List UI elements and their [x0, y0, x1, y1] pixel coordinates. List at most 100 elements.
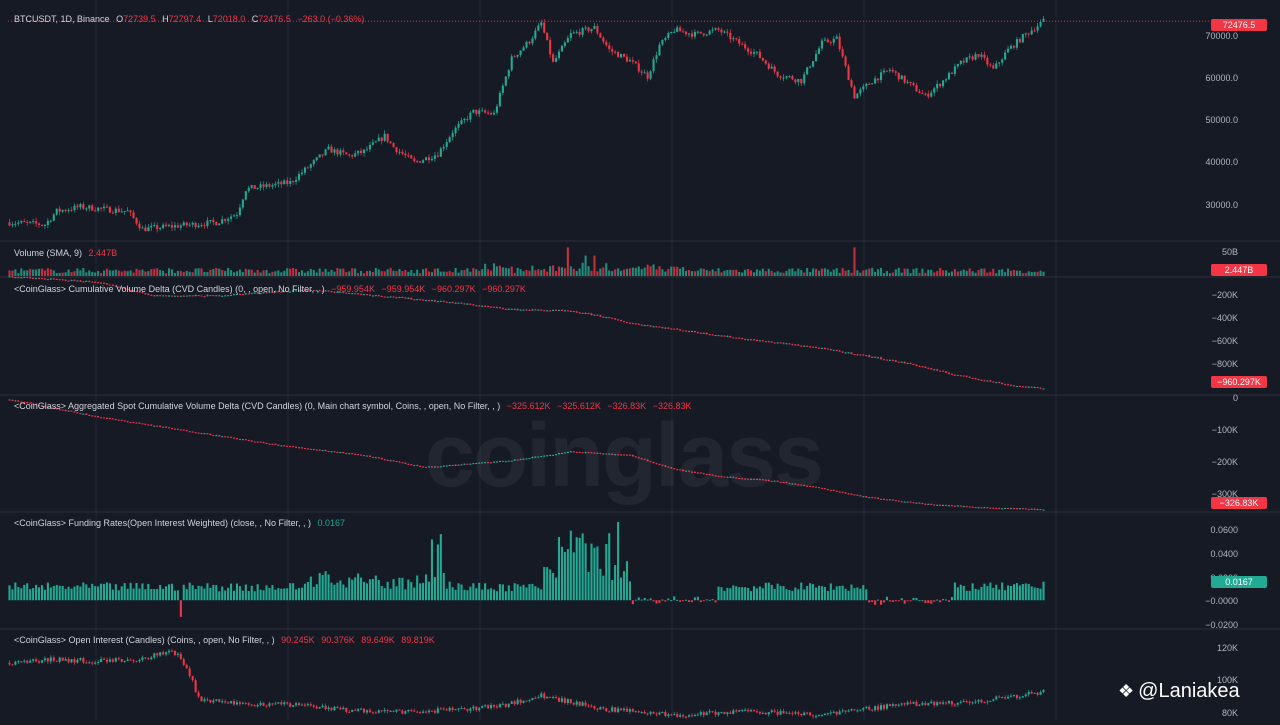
spot-cvd-candle [265, 442, 268, 444]
oi-pane-title: <CoinGlass> Open Interest (Candles) (Coi… [14, 635, 435, 645]
price-candle [265, 184, 268, 187]
spot-cvd-candle [998, 508, 1001, 510]
price-candle [522, 47, 525, 51]
spot-cvd-candle [442, 465, 445, 467]
oi-candle [17, 661, 20, 663]
cvd-candle [371, 295, 374, 297]
oi-candle [856, 710, 859, 712]
oi-candle [401, 710, 404, 714]
volume-bar [590, 270, 593, 276]
volume-bar [959, 270, 962, 276]
volume-bar [814, 268, 818, 276]
spot-cvd-candle [345, 453, 348, 455]
oi-candle [696, 714, 699, 716]
volume-bar [761, 268, 764, 276]
cvd-candle [747, 339, 750, 341]
spot-cvd-candle [37, 404, 41, 406]
price-candle [921, 93, 924, 95]
funding-bar [649, 598, 652, 601]
oi-candle [1015, 694, 1018, 699]
cvd-candle [197, 295, 200, 297]
oi-candle [560, 698, 563, 702]
oi-candle [14, 661, 17, 665]
funding-bar [398, 577, 401, 601]
cvd-candle [950, 373, 953, 375]
spot-cvd-candle [980, 507, 983, 509]
price-candle [165, 224, 168, 227]
cvd-candle [348, 292, 351, 294]
cvd-candle [744, 339, 747, 341]
oi-axis-label: 100K [1216, 675, 1238, 685]
spot-cvd-candle [690, 471, 693, 473]
cvd-candle [835, 349, 838, 351]
cvd-candle [1009, 384, 1013, 386]
cvd-candle [250, 293, 253, 295]
oi-candle [643, 711, 646, 714]
volume-bar [617, 268, 620, 276]
volume-bar [637, 266, 640, 276]
price-candle [55, 208, 58, 215]
cvd-candle [76, 280, 79, 282]
volume-bar [729, 269, 732, 276]
cvd-candle [425, 300, 428, 302]
spot-cvd-candle [891, 499, 894, 501]
oi-candle [153, 653, 156, 658]
funding-bar [826, 590, 829, 601]
volume-bar [726, 269, 729, 276]
volume-bar [67, 269, 70, 276]
cvd-candle [40, 278, 44, 280]
spot-cvd-candle [696, 472, 699, 474]
cvd-candle [330, 291, 333, 293]
cvd-candle [998, 382, 1001, 384]
funding-bar [767, 582, 770, 601]
cvd-candle [32, 277, 35, 279]
cvd-candle [466, 303, 469, 305]
cvd-candle [705, 332, 708, 335]
cvd-candle [268, 291, 271, 293]
volume-bar [897, 267, 900, 276]
price-candle [838, 36, 841, 50]
price-candle [188, 224, 191, 226]
oi-candle [162, 652, 165, 655]
price-candle [345, 152, 348, 155]
funding-bar [741, 587, 744, 601]
funding-bar [992, 587, 995, 601]
cvd-candle [891, 359, 894, 361]
ohlc-low-value: 72018.0 [212, 14, 246, 24]
price-candle [649, 71, 652, 79]
spot-cvd-candle [82, 413, 85, 415]
funding-bar [832, 589, 835, 601]
spot-cvd-candle [732, 476, 735, 478]
cvd-candle [959, 375, 962, 377]
price-candle [501, 85, 504, 93]
volume-bar [457, 272, 460, 276]
oi-candle [581, 702, 584, 706]
volume-bar [625, 268, 628, 276]
cvd-candle [97, 282, 100, 284]
oi-candle [764, 712, 767, 715]
spot-cvd-candle [407, 463, 410, 465]
volume-bar [800, 270, 803, 276]
volume-bar [309, 268, 312, 276]
spot-cvd-candle [117, 419, 120, 421]
spot-cvd-candle [365, 455, 368, 457]
price-candle [29, 221, 32, 223]
funding-bar [628, 581, 631, 601]
price-candle [289, 181, 292, 184]
cvd-candle [129, 289, 132, 291]
oi-candle [658, 712, 661, 715]
oi-candle [232, 701, 236, 705]
funding-bar [637, 597, 640, 601]
funding-bar [126, 588, 129, 601]
oi-candle [126, 659, 129, 661]
cvd-candle [992, 381, 995, 383]
volume-bar [342, 268, 345, 276]
volume-bar [123, 270, 126, 276]
price-candle [534, 30, 537, 39]
oi-candle [37, 661, 41, 663]
price-candle [419, 161, 422, 163]
volume-bar [602, 267, 605, 276]
cvd-candle [549, 310, 552, 312]
